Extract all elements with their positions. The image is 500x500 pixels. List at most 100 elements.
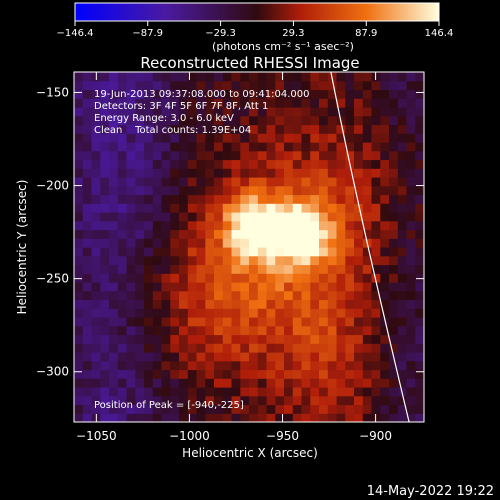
heatmap-cell [135, 133, 145, 143]
heatmap-cell [415, 290, 424, 301]
heatmap-cell [249, 264, 259, 274]
heatmap-cell [82, 115, 93, 126]
x-tick-label: −1050 [76, 429, 117, 443]
heatmap-cell [117, 142, 128, 152]
heatmap-cell [249, 159, 259, 169]
heatmap-cell [74, 229, 84, 239]
heatmap-cell [327, 115, 338, 126]
heatmap-cell [240, 395, 250, 406]
heatmap-cell [362, 352, 373, 362]
heatmap-cell [257, 369, 268, 379]
heatmap-cell [249, 124, 259, 134]
heatmap-cell [380, 177, 390, 187]
heatmap-cell [126, 290, 136, 301]
heatmap-cell [117, 80, 128, 91]
heatmap-cell [222, 150, 233, 161]
heatmap-cell [100, 220, 110, 231]
x-tick-label: −950 [266, 429, 299, 443]
heatmap-cell [257, 98, 268, 108]
heatmap-cell [275, 308, 285, 318]
heatmap-cell [187, 325, 198, 336]
heatmap-cell [319, 404, 329, 414]
heatmap-cell [117, 404, 128, 414]
heatmap-cell [319, 282, 329, 292]
heatmap-cell [415, 185, 424, 196]
heatmap-cell [249, 229, 259, 239]
heatmap-cell [406, 369, 416, 379]
heatmap-cell [82, 185, 93, 196]
heatmap-cell [327, 133, 338, 143]
heatmap-cell [345, 369, 355, 379]
heatmap-cell [292, 89, 303, 99]
heatmap-cell [292, 264, 303, 274]
heatmap-cell [345, 80, 355, 91]
heatmap-cell [371, 98, 381, 108]
heatmap-cell [371, 264, 381, 274]
heatmap-cell [275, 89, 285, 99]
heatmap-cell [196, 360, 206, 371]
heatmap-cell [301, 360, 311, 371]
heatmap-cell [135, 247, 145, 257]
heatmap-cell [354, 150, 364, 161]
heatmap-cell [310, 413, 320, 422]
heatmap-cell [205, 317, 215, 327]
heatmap-cell [187, 299, 198, 309]
heatmap-cell [179, 89, 189, 99]
heatmap-cell [319, 343, 329, 353]
heatmap-cell [266, 282, 276, 292]
heatmap-cell [91, 308, 101, 318]
heatmap-cell [126, 150, 136, 161]
heatmap-cell [126, 282, 136, 292]
heatmap-cell [170, 133, 180, 143]
heatmap-cell [406, 98, 416, 108]
heatmap-cell [240, 185, 250, 196]
heatmap-cell [179, 317, 189, 327]
heatmap-cell [397, 352, 408, 362]
heatmap-cell [327, 168, 338, 178]
heatmap-cell [257, 203, 268, 213]
heatmap-cell [301, 290, 311, 301]
heatmap-cell [249, 220, 259, 231]
heatmap-cell [170, 255, 180, 266]
heatmap-cell [310, 177, 320, 187]
heatmap-cell [100, 150, 110, 161]
heatmap-cell [389, 72, 399, 73]
heatmap-cell [91, 203, 101, 213]
heatmap-cell [170, 290, 180, 301]
heatmap-cell [205, 203, 215, 213]
heatmap-cell [389, 72, 399, 82]
heatmap-cell [310, 343, 320, 353]
heatmap-cell [117, 334, 128, 344]
heatmap-cell [257, 107, 268, 117]
heatmap-cell [187, 229, 198, 239]
heatmap-cell [371, 150, 381, 161]
heatmap-cell [196, 72, 206, 82]
heatmap-cell [301, 107, 311, 117]
heatmap-cell [214, 142, 224, 152]
heatmap-cell [222, 264, 233, 274]
heatmap-cell [144, 352, 154, 362]
heatmap-cell [345, 378, 355, 388]
heatmap-cell [187, 150, 198, 161]
heatmap-cell [214, 185, 224, 196]
heatmap-cell [380, 264, 390, 274]
heatmap-cell [397, 282, 408, 292]
heatmap-cell [284, 194, 294, 204]
heatmap-cell [257, 247, 268, 257]
heatmap-cell [345, 255, 355, 266]
heatmap-cell [362, 255, 373, 266]
heatmap-cell [231, 247, 241, 257]
heatmap-cell [161, 203, 171, 213]
heatmap-cell [336, 194, 346, 204]
heatmap-cell [275, 238, 285, 248]
heatmap-cell [266, 72, 276, 82]
heatmap-cell [249, 378, 259, 388]
heatmap-cell [266, 413, 276, 422]
heatmap-cell [406, 142, 416, 152]
heatmap-cell [135, 264, 145, 274]
heatmap-cell [406, 89, 416, 99]
heatmap-cell [91, 264, 101, 274]
heatmap-cell [152, 168, 163, 178]
heatmap-cell [170, 177, 180, 187]
heatmap-cell [257, 159, 268, 169]
